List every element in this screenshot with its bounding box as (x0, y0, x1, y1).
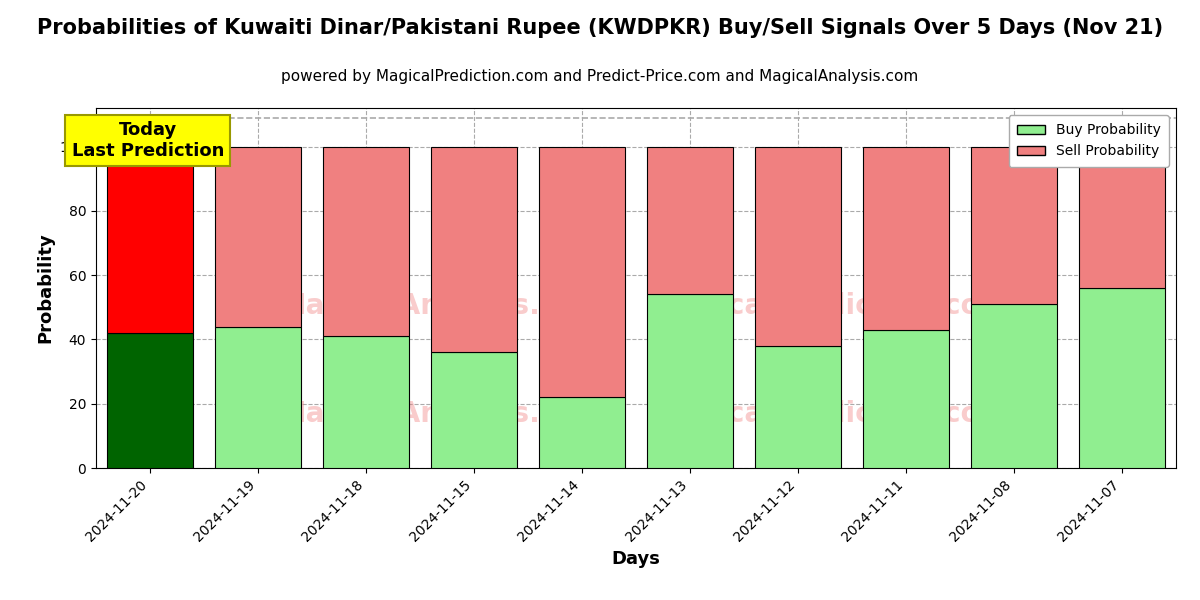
Bar (863, 330, 949, 468)
Text: Today
Last Prediction: Today Last Prediction (72, 121, 224, 160)
Text: MagicalAnalysis.com: MagicalAnalysis.com (278, 400, 605, 428)
Bar (323, 336, 409, 468)
Text: MagicalAnalysis.com: MagicalAnalysis.com (278, 292, 605, 320)
Bar (107, 333, 193, 468)
Bar (323, 146, 409, 336)
Bar (755, 146, 841, 346)
Bar (1079, 146, 1165, 288)
Bar (539, 397, 625, 468)
Bar (647, 295, 733, 468)
Bar (971, 304, 1057, 468)
Bar (647, 146, 733, 295)
Bar (215, 326, 301, 468)
Bar (539, 146, 625, 397)
Bar (1079, 288, 1165, 468)
X-axis label: Days: Days (612, 550, 660, 568)
Legend: Buy Probability, Sell Probability: Buy Probability, Sell Probability (1009, 115, 1169, 167)
Bar (971, 146, 1057, 304)
Bar (431, 146, 517, 352)
Bar (107, 146, 193, 333)
Y-axis label: Probability: Probability (36, 233, 54, 343)
Bar (215, 146, 301, 326)
Text: MagicalPrediction.com: MagicalPrediction.com (652, 292, 1009, 320)
Text: powered by MagicalPrediction.com and Predict-Price.com and MagicalAnalysis.com: powered by MagicalPrediction.com and Pre… (281, 69, 919, 84)
Bar (755, 346, 841, 468)
Text: Probabilities of Kuwaiti Dinar/Pakistani Rupee (KWDPKR) Buy/Sell Signals Over 5 : Probabilities of Kuwaiti Dinar/Pakistani… (37, 18, 1163, 38)
Bar (431, 352, 517, 468)
Text: MagicalPrediction.com: MagicalPrediction.com (652, 400, 1009, 428)
Bar (863, 146, 949, 330)
